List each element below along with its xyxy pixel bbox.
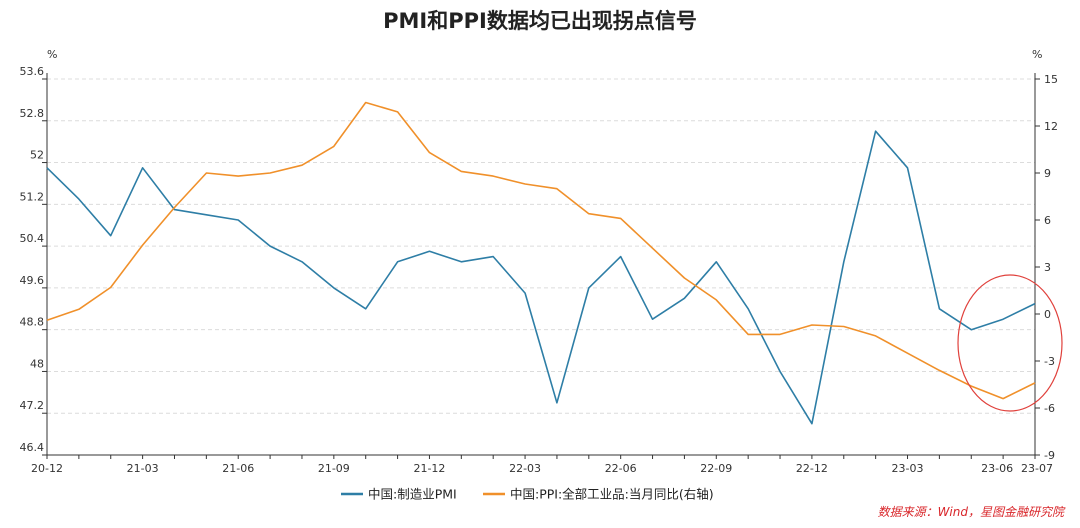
x-tick-label: 21-06 (222, 462, 254, 475)
right-tick-label: 12 (1044, 120, 1058, 133)
right-tick-label: -9 (1044, 449, 1055, 462)
source-note: 数据来源：Wind，星图金融研究院 (878, 505, 1066, 519)
x-tick-label: 22-03 (509, 462, 541, 475)
left-tick-label: 48.8 (20, 316, 45, 329)
left-axis-unit: % (47, 48, 57, 61)
x-tick-label: 21-09 (318, 462, 350, 475)
legend: 中国:制造业PMI 中国:PPI:全部工业品:当月同比(右轴) (341, 487, 714, 502)
axes: 53.6 52.8 52 51.2 50.4 49.6 48.8 48 47.2 46.4 15 12… (20, 65, 1059, 475)
series-line-pmi (46, 130, 1036, 425)
x-tick-label: 23-07 (1021, 462, 1053, 475)
left-tick-label: 51.2 (20, 190, 45, 203)
right-axis-unit: % (1032, 48, 1042, 61)
x-tick-label: 21-03 (127, 462, 159, 475)
right-tick-label: -3 (1044, 355, 1055, 368)
x-tick-label: 20-12 (31, 462, 63, 475)
left-tick-label: 52 (30, 149, 44, 162)
right-tick-label: 6 (1044, 214, 1051, 227)
x-tick-label: 21-12 (413, 462, 445, 475)
left-tick-label: 47.2 (20, 399, 45, 412)
left-tick-label: 52.8 (20, 107, 45, 120)
left-tick-label: 48 (30, 357, 44, 370)
left-tick-label: 53.6 (20, 65, 45, 78)
right-tick-label: 9 (1044, 167, 1051, 180)
left-tick-label: 49.6 (20, 274, 45, 287)
legend-label: 中国:制造业PMI (368, 487, 457, 502)
x-tick-label: 22-12 (796, 462, 828, 475)
gridlines (47, 78, 1035, 456)
legend-label: 中国:PPI:全部工业品:当月同比(右轴) (510, 487, 714, 502)
left-tick-label: 50.4 (20, 232, 45, 245)
left-tick-label: 46.4 (20, 441, 45, 454)
series-lines (46, 101, 1036, 425)
right-tick-label: -6 (1044, 402, 1055, 415)
right-tick-label: 0 (1044, 308, 1051, 321)
chart-title: PMI和PPI数据均已出现拐点信号 (383, 9, 697, 33)
series-line-ppi (46, 101, 1036, 400)
x-tick-label: 22-09 (700, 462, 732, 475)
right-tick-label: 15 (1044, 73, 1058, 86)
x-tick-label: 22-06 (605, 462, 637, 475)
x-tick-label: 23-03 (892, 462, 924, 475)
x-tick-label: 23-06 (981, 462, 1013, 475)
highlight-circle (957, 274, 1063, 412)
right-tick-label: 3 (1044, 261, 1051, 274)
